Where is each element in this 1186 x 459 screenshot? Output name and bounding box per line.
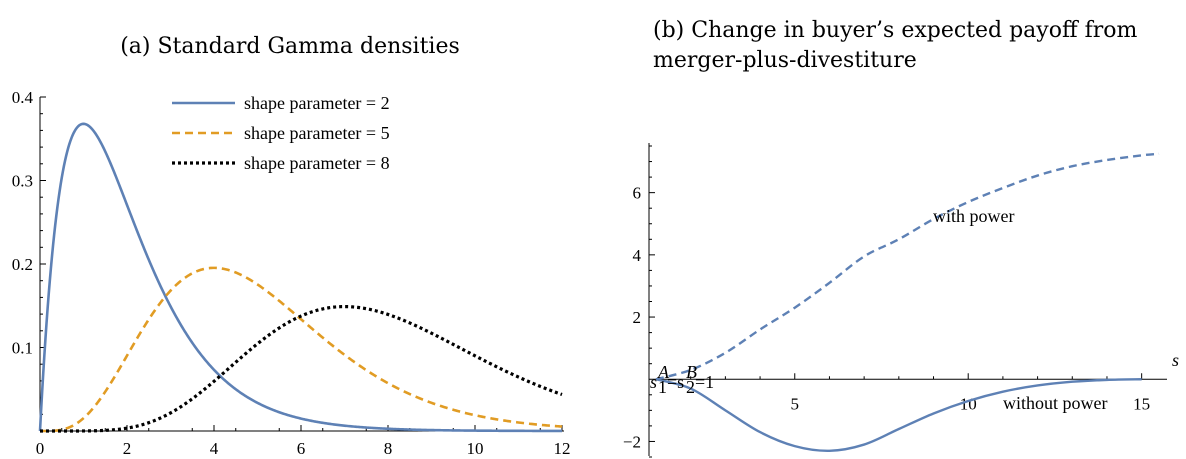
legend-label-2: shape parameter = 2 [244, 93, 390, 113]
x-tick-label: 12 [554, 439, 571, 458]
legend-label-5: shape parameter = 5 [244, 123, 390, 143]
panel-b-annotations: with power without power s s 1 A =s 2 B … [650, 206, 1179, 413]
legend-label-8: shape parameter = 8 [244, 153, 390, 173]
series-shape-8-line [40, 304, 563, 433]
panel-a: (a) Standard Gamma densities 0 2 4 6 8 10 12 0.… [12, 34, 571, 458]
y-tick-label: 4 [633, 246, 642, 265]
y-tick-label: 2 [633, 308, 642, 327]
panel-b-title-line2: merger-plus-divestiture [653, 48, 917, 73]
x-axis-label: s [1172, 350, 1179, 370]
origin-eq-1: =s [667, 372, 684, 392]
origin-label: s 1 A =s 2 B =1 [650, 362, 714, 397]
y-tick-label: 0.1 [12, 339, 33, 358]
panel-a-axes: 0 2 4 6 8 10 12 0.1 0.2 0.3 0.4 [12, 88, 571, 458]
without-power-line [655, 378, 1142, 452]
with-power-line [655, 152, 1160, 381]
origin-sub-2: 2 [686, 377, 695, 397]
with-power-label: with power [933, 206, 1014, 226]
x-tick-label: 5 [791, 394, 800, 413]
origin-s-a: s [650, 372, 657, 392]
x-tick-label: 6 [297, 439, 306, 458]
panel-a-legend: shape parameter = 2 shape parameter = 5 sh… [172, 93, 390, 173]
origin-sup-a: A [657, 362, 670, 382]
y-tick-label: 0.2 [12, 255, 33, 274]
panel-a-title: (a) Standard Gamma densities [120, 34, 460, 59]
x-tick-label: 10 [467, 439, 484, 458]
origin-sup-b: B [686, 362, 697, 382]
x-tick-label: 2 [123, 439, 132, 458]
y-tick-label: 0.3 [12, 172, 33, 191]
series-shape-5-line [40, 266, 563, 433]
panel-b-title-line1: (b) Change in buyer’s expected payoff fr… [653, 18, 1138, 43]
y-tick-label: 6 [633, 184, 642, 203]
origin-eq-2: =1 [695, 372, 714, 392]
y-tick-label: −2 [623, 432, 641, 451]
x-tick-label: 0 [36, 439, 45, 458]
x-tick-label: 8 [384, 439, 393, 458]
panel-a-curves [38, 122, 563, 433]
without-power-label: without power [1003, 393, 1107, 413]
y-tick-label: 0.4 [12, 88, 34, 107]
panel-b: (b) Change in buyer’s expected payoff fr… [623, 18, 1179, 458]
origin-sub-1: 1 [658, 377, 667, 397]
panel-b-curves [655, 152, 1160, 452]
x-tick-label: 4 [210, 439, 219, 458]
x-tick-label: 15 [1133, 394, 1150, 413]
series-shape-2-line [38, 122, 562, 433]
